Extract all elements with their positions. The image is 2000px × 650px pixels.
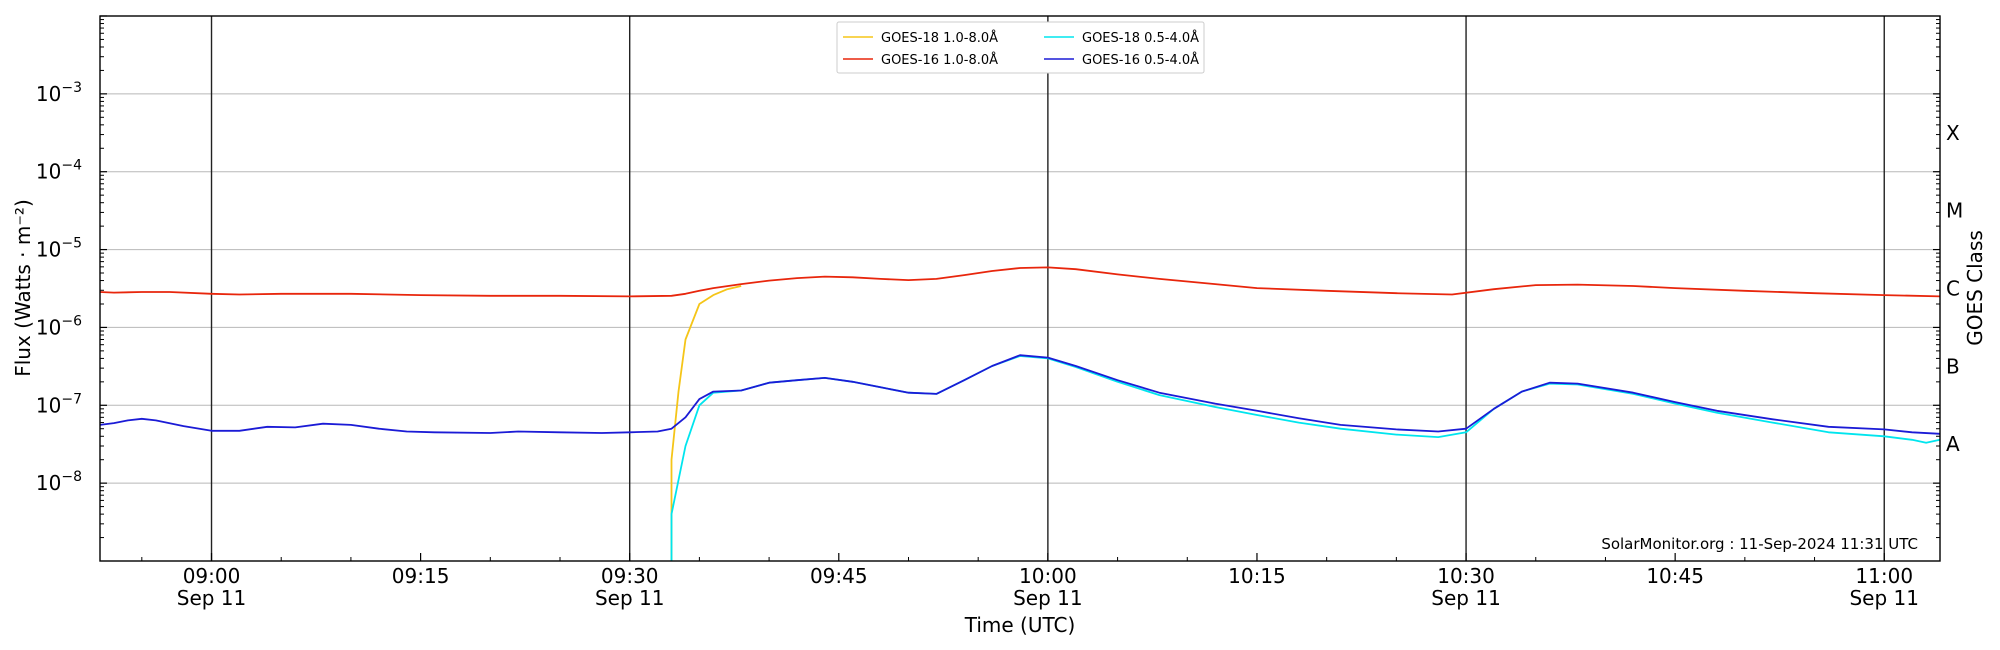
legend-label: GOES-16 0.5-4.0Å [1082, 52, 1199, 68]
plot-background [100, 16, 1940, 561]
goes-class-label: C [1946, 277, 1960, 301]
x-tick-date-label: Sep 11 [177, 586, 247, 610]
x-tick-date-label: Sep 11 [1013, 586, 1083, 610]
source-annotation: SolarMonitor.org : 11-Sep-2024 11:31 UTC [1601, 535, 1918, 553]
y-tick-label: 10−6 [36, 313, 82, 339]
day-marker-lines [210, 16, 1885, 561]
x-tick-label: 09:30 [601, 564, 659, 588]
goes-class-label: X [1946, 121, 1960, 145]
y-tick-label: 10−3 [36, 80, 82, 106]
x-tick-label: 09:15 [392, 564, 450, 588]
goes-class-label: M [1946, 199, 1963, 223]
legend-label: GOES-18 0.5-4.0Å [1082, 30, 1199, 46]
series-line [99, 354, 1941, 435]
legend: GOES-18 1.0-8.0Å GOES-16 1.0-8.0Å GOES-18 … [836, 21, 1205, 74]
plot-frame [99, 15, 1941, 562]
x-tick-label: 09:00 [183, 564, 241, 588]
x-tick-label: 10:30 [1437, 564, 1495, 588]
y-tick-label: 10−8 [36, 469, 82, 495]
goes-class-axis: A B C M X [1946, 121, 1963, 456]
right-axis-title: GOES Class [1963, 230, 1987, 346]
y-tick-label: 10−4 [36, 158, 82, 184]
legend-box [836, 21, 1205, 74]
grid [100, 93, 1940, 484]
legend-label: GOES-16 1.0-8.0Å [881, 52, 998, 68]
x-tick-label: 09:45 [810, 564, 868, 588]
y-tick-label: 10−5 [36, 236, 82, 262]
y-axis: 10−8 10−7 10−6 10−5 10−4 10−3 [36, 15, 1940, 539]
x-tick-date-label: Sep 11 [595, 586, 665, 610]
legend-label: GOES-18 1.0-8.0Å [881, 30, 998, 46]
goes-class-label: A [1946, 432, 1960, 456]
x-tick-date-label: Sep 11 [1849, 586, 1919, 610]
x-tick-label: 11:00 [1855, 564, 1913, 588]
goes-class-label: B [1946, 354, 1960, 378]
series-line [670, 285, 742, 561]
x-axis-title: Time (UTC) [964, 613, 1076, 637]
x-tick-label: 10:45 [1646, 564, 1704, 588]
x-tick-date-label: Sep 11 [1431, 586, 1501, 610]
y-tick-label: 10−7 [36, 391, 82, 417]
x-tick-label: 10:00 [1019, 564, 1077, 588]
x-tick-label: 10:15 [1228, 564, 1286, 588]
y-axis-title: Flux (Watts · m⁻²) [11, 199, 35, 377]
series-line [99, 266, 1941, 298]
series-lines [99, 266, 1941, 561]
